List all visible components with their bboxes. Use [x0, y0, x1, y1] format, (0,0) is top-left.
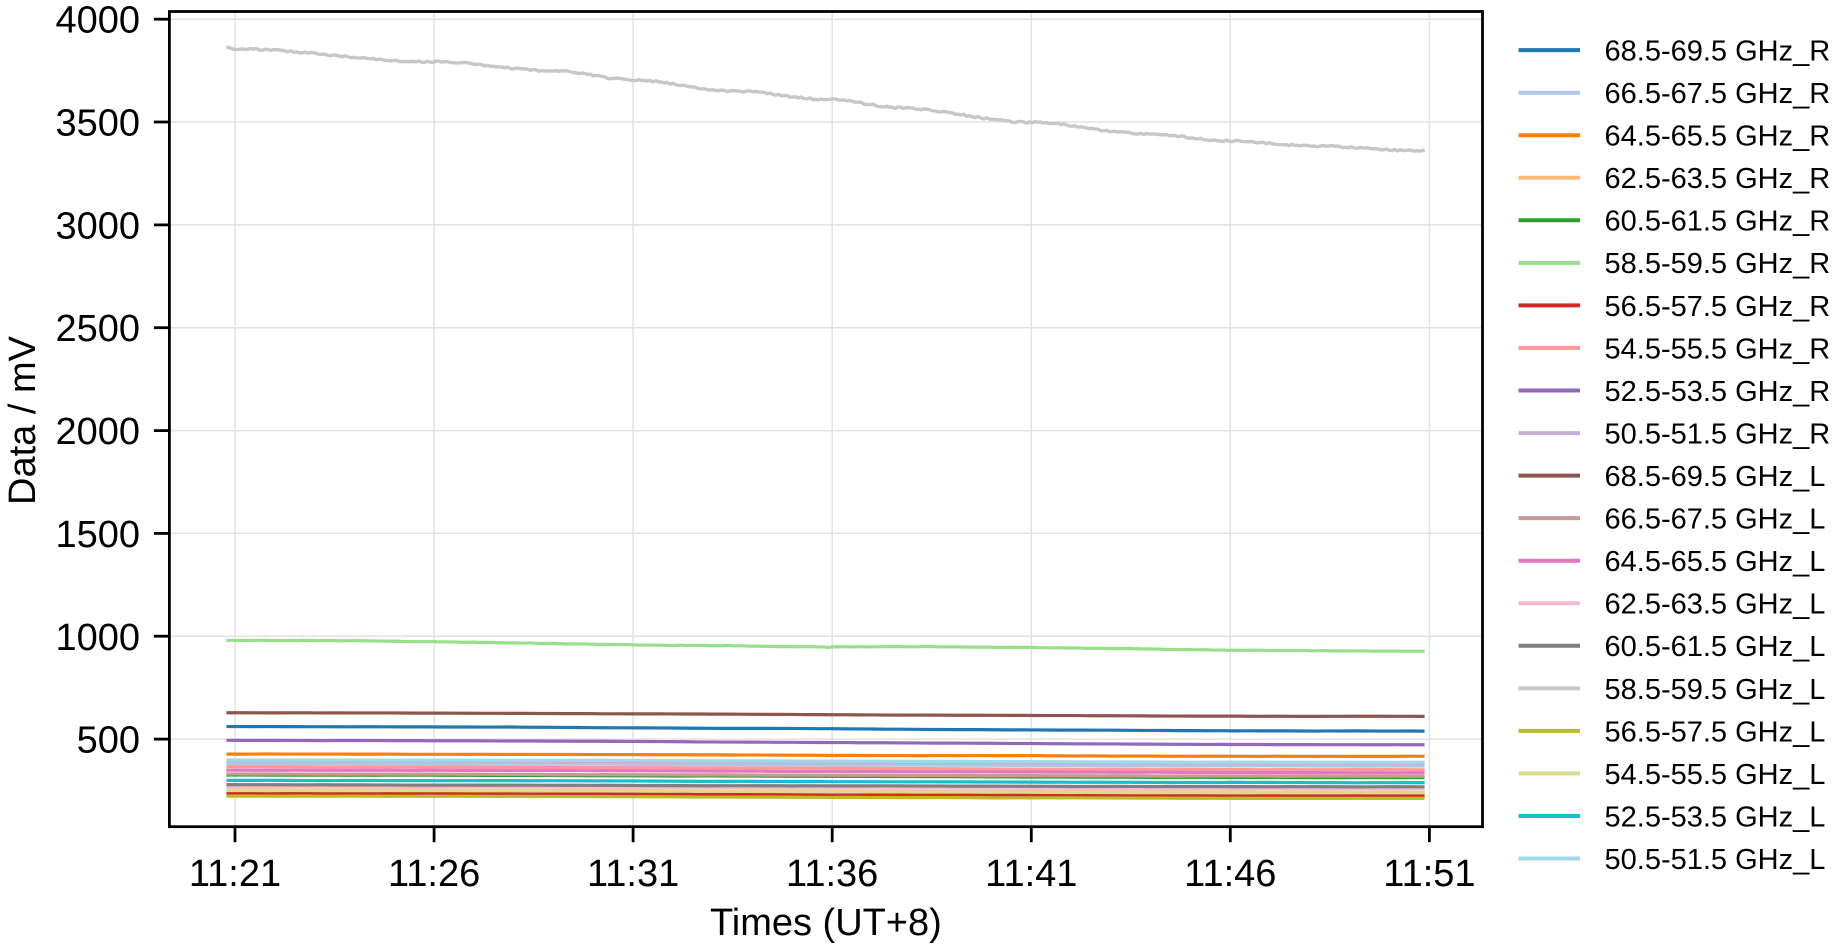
svg-text:68.5-69.5 GHz_R: 68.5-69.5 GHz_R	[1605, 36, 1831, 68]
svg-text:52.5-53.5 GHz_R: 52.5-53.5 GHz_R	[1605, 376, 1831, 408]
svg-text:1000: 1000	[55, 617, 140, 659]
svg-text:54.5-55.5 GHz_L: 54.5-55.5 GHz_L	[1605, 759, 1826, 791]
svg-text:50.5-51.5 GHz_L: 50.5-51.5 GHz_L	[1605, 844, 1826, 876]
svg-text:64.5-65.5 GHz_L: 64.5-65.5 GHz_L	[1605, 546, 1826, 578]
svg-text:50.5-51.5 GHz_R: 50.5-51.5 GHz_R	[1605, 418, 1831, 450]
svg-text:11:21: 11:21	[189, 853, 281, 895]
svg-text:11:26: 11:26	[388, 853, 480, 895]
svg-text:58.5-59.5 GHz_L: 58.5-59.5 GHz_L	[1605, 674, 1826, 706]
svg-text:52.5-53.5 GHz_L: 52.5-53.5 GHz_L	[1605, 801, 1826, 833]
svg-text:66.5-67.5 GHz_R: 66.5-67.5 GHz_R	[1605, 78, 1831, 110]
svg-text:500: 500	[77, 720, 140, 762]
svg-text:11:46: 11:46	[1184, 853, 1276, 895]
svg-text:58.5-59.5 GHz_R: 58.5-59.5 GHz_R	[1605, 248, 1831, 280]
svg-text:4000: 4000	[55, 0, 140, 42]
svg-text:60.5-61.5 GHz_L: 60.5-61.5 GHz_L	[1605, 631, 1826, 663]
svg-text:Data / mV: Data / mV	[2, 335, 44, 505]
svg-text:54.5-55.5 GHz_R: 54.5-55.5 GHz_R	[1605, 333, 1831, 365]
svg-text:56.5-57.5 GHz_L: 56.5-57.5 GHz_L	[1605, 716, 1826, 748]
svg-text:3500: 3500	[55, 103, 140, 145]
svg-text:3000: 3000	[55, 205, 140, 247]
svg-text:56.5-57.5 GHz_R: 56.5-57.5 GHz_R	[1605, 291, 1831, 323]
svg-text:68.5-69.5 GHz_L: 68.5-69.5 GHz_L	[1605, 461, 1826, 493]
svg-text:11:31: 11:31	[587, 853, 679, 895]
svg-text:Times (UT+8): Times (UT+8)	[710, 902, 942, 944]
svg-text:11:41: 11:41	[985, 853, 1077, 895]
svg-text:62.5-63.5 GHz_R: 62.5-63.5 GHz_R	[1605, 163, 1831, 195]
svg-text:11:51: 11:51	[1383, 853, 1475, 895]
svg-text:11:36: 11:36	[786, 853, 878, 895]
svg-text:64.5-65.5 GHz_R: 64.5-65.5 GHz_R	[1605, 121, 1831, 153]
svg-text:60.5-61.5 GHz_R: 60.5-61.5 GHz_R	[1605, 206, 1831, 238]
svg-text:66.5-67.5 GHz_L: 66.5-67.5 GHz_L	[1605, 504, 1826, 536]
svg-text:2500: 2500	[55, 308, 140, 350]
svg-text:62.5-63.5 GHz_L: 62.5-63.5 GHz_L	[1605, 589, 1826, 621]
svg-text:1500: 1500	[55, 514, 140, 556]
svg-text:2000: 2000	[55, 411, 140, 453]
